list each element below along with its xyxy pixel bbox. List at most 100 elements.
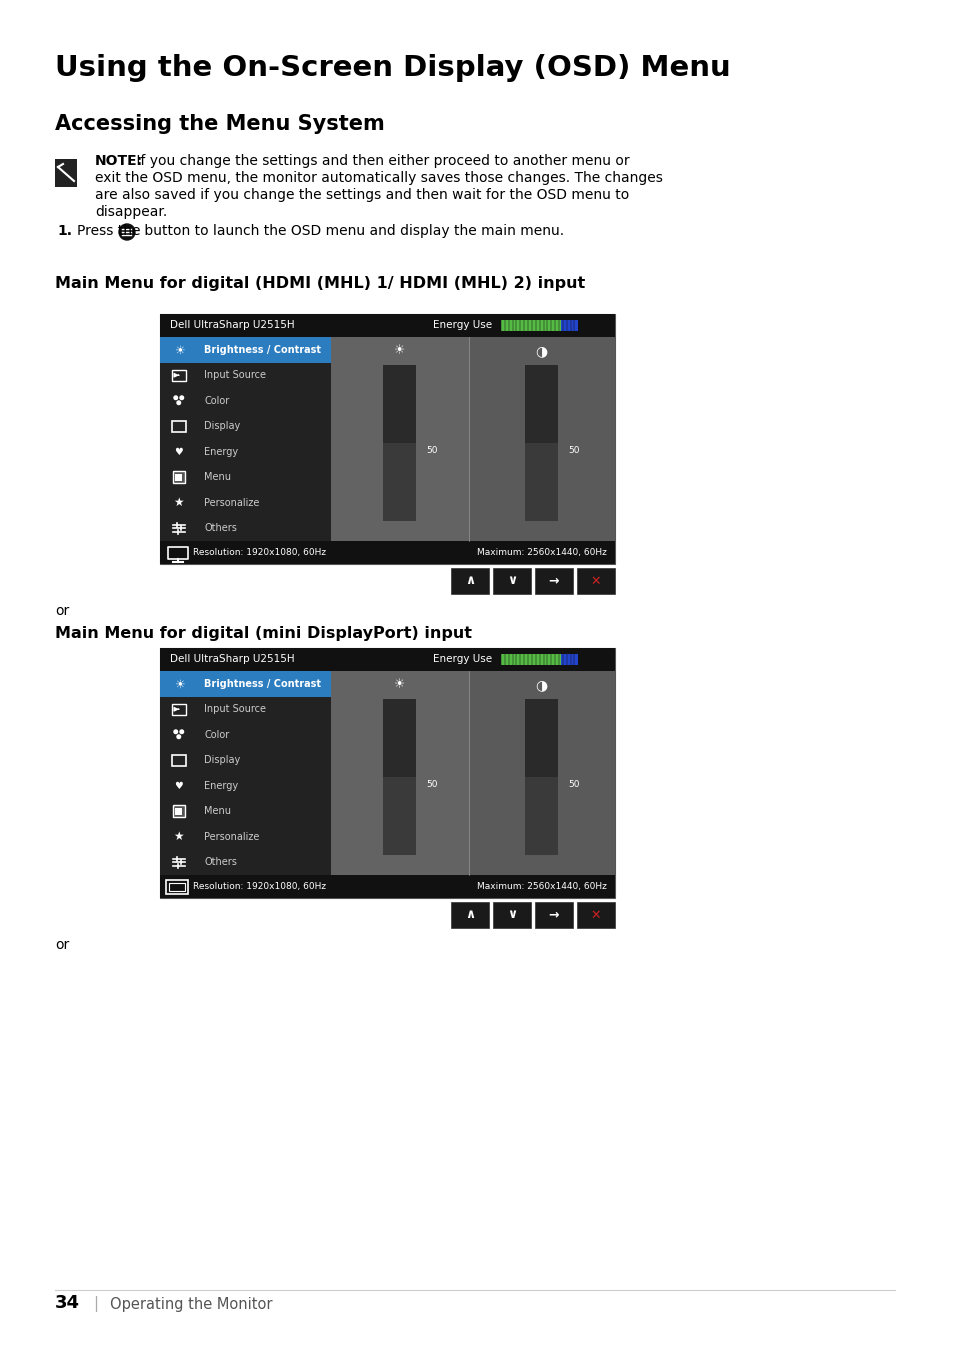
- Bar: [160, 337, 331, 363]
- Bar: [535, 567, 573, 594]
- Text: ☀: ☀: [173, 344, 184, 356]
- Bar: [160, 314, 615, 565]
- Text: ∨: ∨: [506, 574, 517, 588]
- Text: disappear.: disappear.: [95, 204, 167, 219]
- Bar: [172, 754, 186, 766]
- Bar: [468, 337, 615, 542]
- Text: are also saved if you change the settings and then wait for the OSD menu to: are also saved if you change the setting…: [95, 188, 629, 202]
- Circle shape: [173, 730, 178, 734]
- Bar: [166, 880, 188, 894]
- Text: Dell UltraSharp U2515H: Dell UltraSharp U2515H: [170, 321, 294, 330]
- Text: Energy: Energy: [204, 447, 238, 456]
- Text: ☀: ☀: [173, 677, 184, 691]
- Bar: [525, 699, 558, 854]
- Text: Energy: Energy: [204, 781, 238, 791]
- Bar: [500, 654, 560, 665]
- Text: Others: Others: [204, 857, 237, 868]
- Bar: [331, 672, 468, 875]
- Bar: [172, 704, 186, 715]
- Text: ∧: ∧: [464, 909, 475, 922]
- Text: Display: Display: [204, 421, 240, 432]
- Text: Operating the Monitor: Operating the Monitor: [110, 1297, 273, 1312]
- Bar: [160, 875, 615, 898]
- Circle shape: [173, 395, 178, 401]
- Text: 50: 50: [568, 445, 579, 455]
- Text: |: |: [92, 1296, 98, 1312]
- Bar: [383, 699, 416, 854]
- Text: ☀: ☀: [394, 344, 405, 357]
- Text: Color: Color: [204, 730, 230, 739]
- Circle shape: [119, 223, 135, 240]
- Text: ♥: ♥: [174, 447, 183, 456]
- Text: →: →: [548, 909, 558, 922]
- Bar: [160, 672, 331, 875]
- Text: 50: 50: [568, 780, 579, 789]
- Bar: [160, 337, 331, 542]
- Bar: [172, 471, 185, 483]
- Bar: [535, 902, 573, 927]
- Text: ∧: ∧: [464, 574, 475, 588]
- Bar: [383, 366, 416, 443]
- Bar: [55, 158, 77, 187]
- Text: ◑: ◑: [536, 678, 547, 692]
- Bar: [172, 370, 186, 380]
- Text: NOTE:: NOTE:: [95, 154, 143, 168]
- Text: Dell UltraSharp U2515H: Dell UltraSharp U2515H: [170, 654, 294, 665]
- Text: →: →: [548, 574, 558, 588]
- Text: Maximum: 2560x1440, 60Hz: Maximum: 2560x1440, 60Hz: [476, 881, 606, 891]
- Text: Personalize: Personalize: [204, 831, 259, 842]
- Bar: [175, 474, 182, 481]
- Bar: [175, 808, 182, 815]
- Text: Personalize: Personalize: [204, 498, 259, 508]
- Text: Main Menu for digital (HDMI (MHL) 1/ HDMI (MHL) 2) input: Main Menu for digital (HDMI (MHL) 1/ HDM…: [55, 276, 584, 291]
- Bar: [160, 314, 615, 337]
- Text: 50: 50: [426, 445, 437, 455]
- Bar: [168, 547, 188, 558]
- Circle shape: [176, 734, 181, 739]
- Bar: [525, 699, 558, 777]
- Bar: [160, 649, 615, 672]
- Bar: [160, 649, 615, 898]
- Text: ✕: ✕: [590, 574, 600, 588]
- Text: or: or: [55, 604, 70, 617]
- Bar: [172, 806, 185, 818]
- Text: Main Menu for digital (mini DisplayPort) input: Main Menu for digital (mini DisplayPort)…: [55, 626, 472, 640]
- Bar: [160, 542, 615, 565]
- Bar: [160, 672, 331, 696]
- Bar: [577, 902, 615, 927]
- Text: ∨: ∨: [506, 909, 517, 922]
- Text: Using the On-Screen Display (OSD) Menu: Using the On-Screen Display (OSD) Menu: [55, 54, 730, 83]
- Text: exit the OSD menu, the monitor automatically saves those changes. The changes: exit the OSD menu, the monitor automatic…: [95, 171, 662, 185]
- Text: Energy Use: Energy Use: [433, 321, 492, 330]
- Bar: [383, 699, 416, 777]
- Text: Input Source: Input Source: [204, 704, 266, 715]
- Bar: [331, 337, 468, 542]
- Bar: [525, 366, 558, 520]
- Text: button to launch the OSD menu and display the main menu.: button to launch the OSD menu and displa…: [140, 223, 563, 238]
- Bar: [493, 567, 531, 594]
- Text: Press the: Press the: [77, 223, 140, 238]
- Bar: [560, 654, 578, 665]
- Text: Menu: Menu: [204, 473, 232, 482]
- Circle shape: [176, 401, 181, 405]
- Text: Accessing the Menu System: Accessing the Menu System: [55, 114, 384, 134]
- Text: Display: Display: [204, 756, 240, 765]
- Bar: [383, 366, 416, 520]
- Circle shape: [179, 730, 184, 734]
- Text: Resolution: 1920x1080, 60Hz: Resolution: 1920x1080, 60Hz: [193, 548, 326, 556]
- Bar: [172, 421, 186, 432]
- Text: ☀: ☀: [394, 678, 405, 692]
- Text: ◑: ◑: [536, 344, 547, 357]
- Bar: [493, 902, 531, 927]
- Text: Menu: Menu: [204, 806, 232, 816]
- Bar: [468, 672, 615, 875]
- Text: or: or: [55, 938, 70, 952]
- Text: Input Source: Input Source: [204, 370, 266, 380]
- Bar: [451, 902, 489, 927]
- Text: Others: Others: [204, 523, 237, 533]
- Bar: [560, 321, 578, 330]
- Bar: [169, 883, 185, 891]
- Text: Resolution: 1920x1080, 60Hz: Resolution: 1920x1080, 60Hz: [193, 881, 326, 891]
- Text: ★: ★: [173, 830, 184, 844]
- Circle shape: [179, 395, 184, 401]
